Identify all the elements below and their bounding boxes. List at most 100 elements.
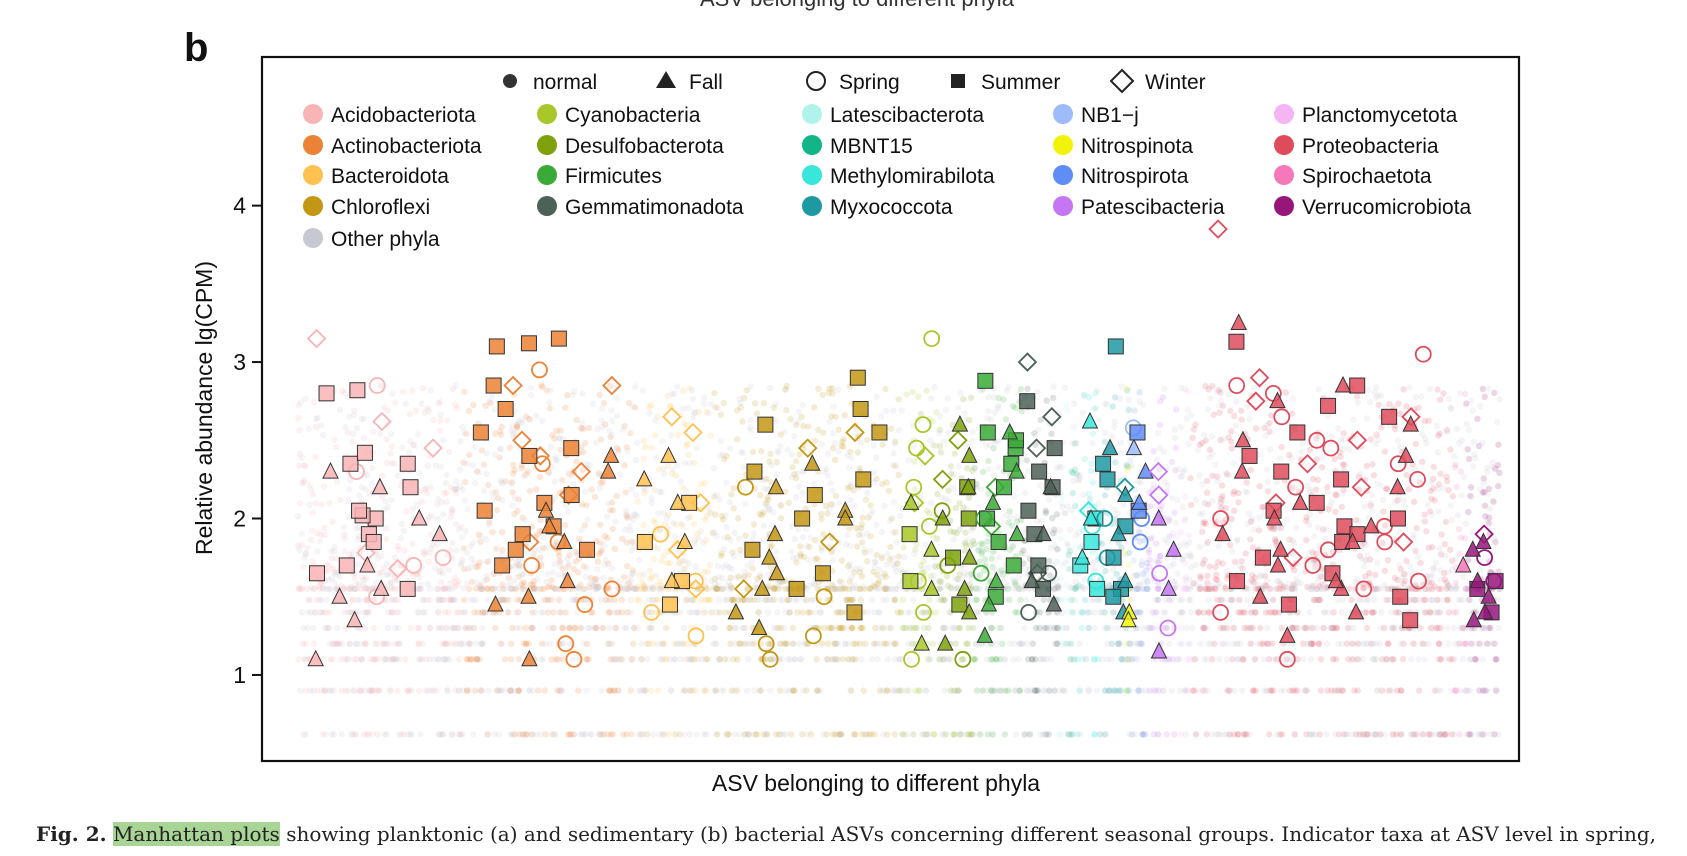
summer-marker bbox=[349, 382, 366, 399]
y-tick-label: 3 bbox=[233, 349, 246, 375]
spring-marker bbox=[915, 603, 932, 621]
legend-phylum-label: Nitrospinota bbox=[1081, 135, 1193, 158]
winter-marker bbox=[1393, 532, 1414, 552]
winter-marker bbox=[915, 446, 935, 466]
legend-phylum-swatch bbox=[537, 104, 557, 124]
summer-marker bbox=[1129, 424, 1146, 441]
summer-marker bbox=[488, 338, 505, 355]
spring-marker bbox=[737, 478, 754, 496]
summer-marker bbox=[1349, 377, 1366, 394]
fall-marker bbox=[836, 508, 854, 526]
fall-marker bbox=[951, 415, 969, 432]
legend-phylum-latescibacterota: Latescibacterota bbox=[802, 104, 984, 127]
winter-marker bbox=[1148, 461, 1169, 482]
spring-marker bbox=[405, 557, 423, 574]
summer-marker bbox=[945, 549, 962, 566]
fall-marker bbox=[1001, 422, 1019, 440]
fall-marker bbox=[602, 446, 620, 463]
spring-marker bbox=[972, 564, 990, 582]
legend-phylum-proteobacteria: Proteobacteria bbox=[1274, 135, 1439, 158]
legend-phylum-swatch bbox=[303, 228, 323, 248]
legend-shape-normal: normal bbox=[503, 71, 597, 94]
fall-marker bbox=[1465, 610, 1483, 628]
legend-phylum-label: Methylomirabilota bbox=[830, 165, 995, 188]
legend-shape-summer: Summer bbox=[951, 71, 1060, 94]
fall-marker bbox=[307, 649, 325, 667]
fall-marker bbox=[660, 446, 677, 463]
normal-dots-proteobacteria bbox=[1187, 382, 1457, 738]
fall-marker bbox=[767, 477, 785, 495]
fall-marker bbox=[1334, 375, 1352, 393]
y-axis: 1 2 3 4 bbox=[233, 193, 262, 688]
fall-marker bbox=[1272, 540, 1289, 557]
summer-marker bbox=[849, 369, 866, 386]
legend-phylum-firmicutes: Firmicutes bbox=[537, 165, 662, 188]
summer-marker bbox=[365, 533, 382, 550]
fall-marker bbox=[750, 618, 768, 636]
fall-marker bbox=[956, 579, 973, 596]
summer-marker bbox=[960, 510, 977, 527]
spring-marker bbox=[576, 596, 594, 613]
summer-marker bbox=[1020, 502, 1037, 519]
legend-phylum-swatch bbox=[802, 165, 822, 185]
winter-marker bbox=[686, 579, 706, 599]
legend-phylum-swatch bbox=[1053, 135, 1073, 155]
fall-marker bbox=[537, 501, 555, 518]
legend-phylum-label: Verrucomicrobiota bbox=[1302, 196, 1472, 219]
fall-marker bbox=[760, 548, 778, 565]
fall-marker bbox=[372, 579, 390, 596]
spring-marker bbox=[523, 557, 541, 574]
spring-marker bbox=[565, 650, 583, 668]
previous-panel-xlabel: ASV belonging to different phyla bbox=[700, 0, 1014, 12]
summer-marker bbox=[402, 479, 419, 496]
fall-marker bbox=[1120, 610, 1137, 628]
spring-marker bbox=[687, 627, 705, 645]
legend-phylum-acidobacteriota: Acidobacteriota bbox=[303, 104, 476, 127]
summer-marker bbox=[476, 502, 493, 519]
legend-phylum-label: Cyanobacteria bbox=[565, 104, 701, 127]
summer-marker bbox=[1099, 471, 1116, 488]
fall-marker bbox=[727, 602, 745, 620]
spring-marker bbox=[903, 650, 920, 668]
summer-marker bbox=[806, 487, 823, 504]
normal-dots-nitrospirota bbox=[1132, 389, 1151, 738]
winter-marker bbox=[932, 469, 953, 490]
fall-marker bbox=[1469, 571, 1486, 589]
fall-marker bbox=[599, 461, 617, 479]
legend-phylum-label: Patescibacteria bbox=[1081, 196, 1225, 219]
fall-marker bbox=[1234, 430, 1252, 448]
spring-marker bbox=[1355, 580, 1373, 598]
winter-marker bbox=[387, 558, 408, 579]
legend-shape-label: Spring bbox=[839, 71, 900, 94]
summer-marker bbox=[399, 580, 416, 597]
summer-marker bbox=[1487, 573, 1504, 590]
normal-dots-verrucomicrobiota bbox=[1463, 385, 1504, 738]
legend-phylum-myxococcota: Myxococcota bbox=[802, 196, 953, 219]
summer-marker bbox=[1031, 463, 1048, 480]
summer-marker bbox=[1005, 557, 1022, 574]
fall-marker bbox=[1476, 602, 1494, 620]
legend-phylum-swatch bbox=[1274, 104, 1294, 124]
fall-marker bbox=[1008, 461, 1025, 479]
spring-marker bbox=[1308, 431, 1326, 449]
summer-marker bbox=[794, 510, 811, 527]
fall-marker bbox=[1042, 477, 1059, 495]
fall-marker bbox=[346, 610, 363, 628]
winter-marker bbox=[423, 438, 443, 458]
spring-marker bbox=[1273, 408, 1291, 426]
fall-marker bbox=[1230, 313, 1248, 330]
legend-phylum-nb1-j: NB1−j bbox=[1053, 104, 1139, 127]
legend-shape-label: Fall bbox=[689, 71, 723, 94]
fall-marker bbox=[1266, 508, 1283, 526]
fall-marker bbox=[1081, 411, 1099, 429]
legend-phylum-label: Spirochaetota bbox=[1302, 165, 1432, 188]
summer-marker bbox=[1320, 397, 1337, 414]
spring-marker bbox=[1131, 533, 1149, 551]
normal-dots-mbnt15 bbox=[1065, 440, 1081, 738]
fall-marker bbox=[1402, 415, 1420, 432]
summer-marker bbox=[1035, 580, 1052, 597]
summer-marker bbox=[485, 377, 502, 394]
legend-phylum-label: Proteobacteria bbox=[1302, 135, 1439, 158]
legend-shape-spring: Spring bbox=[806, 71, 900, 94]
legend-phylum-label: Actinobacteriota bbox=[331, 135, 482, 158]
